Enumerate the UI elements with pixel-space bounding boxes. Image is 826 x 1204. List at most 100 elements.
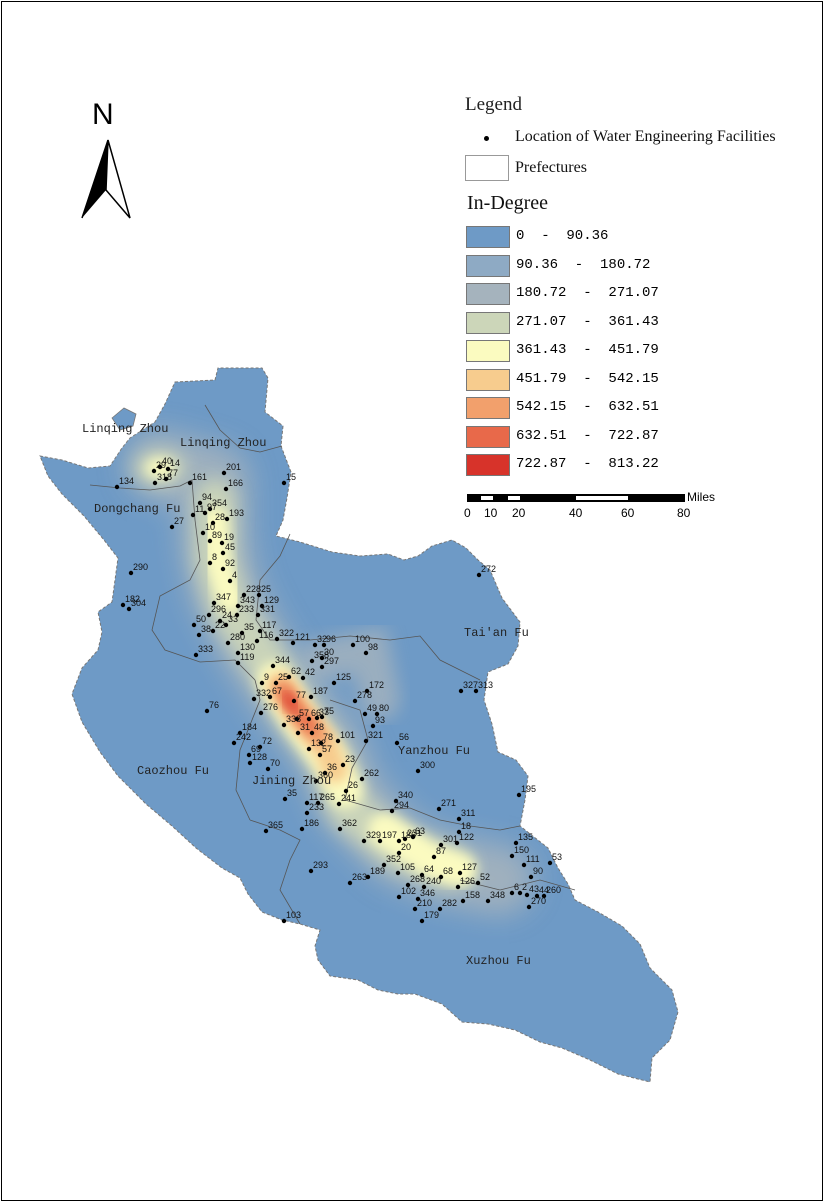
facility-label: 52 (480, 872, 490, 882)
facility-label: 362 (342, 818, 357, 828)
facility-point (206, 612, 212, 618)
facility-label: 130 (240, 642, 255, 652)
facility-dot-icon (484, 136, 489, 141)
facility-label: 14 (170, 458, 180, 468)
facility-label: 329 (366, 830, 381, 840)
facility-label: 300 (420, 760, 435, 770)
legend-prefecture-label: Prefectures (515, 159, 587, 176)
facility-label: 117 (262, 620, 276, 630)
facility-point (322, 770, 328, 776)
facility-label: 100 (355, 634, 370, 644)
facility-point (521, 862, 527, 868)
facility-label: 35 (244, 622, 254, 632)
facility-point (314, 715, 320, 721)
facility-label: 92 (225, 558, 235, 568)
facility-point (306, 746, 312, 752)
facility-label: 297 (324, 656, 339, 666)
facility-point (394, 740, 400, 746)
facility-label: 338 (286, 714, 301, 724)
facility-point (281, 722, 287, 728)
facility-point (321, 642, 327, 648)
pref-label-dongchang-fu: Dongchang Fu (94, 502, 181, 516)
facility-label: 301 (443, 834, 458, 844)
facility-label: 90 (533, 866, 543, 876)
pref-label-linqing-zhou-west: Linqing Zhou (82, 422, 169, 436)
facility-label: 25 (261, 584, 271, 594)
facility-point (312, 642, 318, 648)
facility-point (231, 740, 237, 746)
in-degree-title: In-Degree (467, 192, 549, 214)
facility-point (331, 680, 337, 686)
facility-point (393, 798, 399, 804)
facility-label: 69 (251, 744, 261, 754)
legend-point-label: Location of Water Engineering Facilities (515, 128, 776, 145)
legend-class-swatch (466, 368, 510, 391)
facility-point (343, 788, 349, 794)
facility-label: 78 (323, 732, 333, 742)
facility-label: 280 (230, 632, 245, 642)
facility-point (290, 640, 296, 646)
facility-point (389, 808, 395, 814)
facility-label: 278 (357, 690, 372, 700)
facility-point (165, 466, 171, 472)
prefecture-swatch-icon (465, 155, 509, 181)
facility-label: 87 (436, 846, 446, 856)
facility-point (207, 560, 213, 566)
facility-label: 102 (401, 886, 416, 896)
scale-tick-label: 20 (512, 506, 526, 520)
facility-label: 119 (240, 652, 254, 662)
facility-point (528, 874, 534, 880)
facility-point (300, 675, 306, 681)
facility-point (120, 602, 126, 608)
facility-label: 333 (198, 644, 213, 654)
facility-point (509, 853, 515, 859)
facility-label: 122 (459, 832, 474, 842)
facility-label: 231 (407, 828, 422, 838)
facility-label: 189 (370, 866, 385, 876)
facility-point (223, 486, 229, 492)
facility-label: 129 (264, 595, 279, 605)
facility-point (374, 711, 380, 717)
facility-label: 186 (304, 818, 319, 828)
legend-class-label: 542.15 - 632.51 (516, 399, 659, 415)
facility-point (207, 538, 213, 544)
facility-point (454, 840, 460, 846)
facility-point (377, 838, 383, 844)
facility-point (211, 600, 217, 606)
facility-point (308, 694, 314, 700)
facility-label: 48 (314, 722, 324, 732)
facility-label: 166 (228, 478, 243, 488)
facility-label: 93 (375, 715, 385, 725)
facility-point (359, 776, 365, 782)
legend-class-7: 632.51 - 722.87 (466, 425, 766, 448)
facility-label: 38 (201, 624, 211, 634)
facility-point (456, 816, 462, 822)
facility-point (128, 570, 134, 576)
facility-point (396, 894, 402, 900)
scale-tick-label: 0 (464, 506, 471, 520)
facility-label: 64 (424, 864, 434, 874)
facility-label: 126 (460, 876, 475, 886)
facility-label: 304 (131, 598, 146, 608)
facility-point (509, 890, 515, 896)
facility-label: 19 (224, 532, 234, 542)
facility-point (396, 838, 402, 844)
facility-point (437, 906, 443, 912)
facility-point (255, 612, 261, 618)
legend-class-label: 90.36 - 180.72 (516, 256, 651, 273)
facility-point (282, 796, 288, 802)
north-arrow-icon (81, 139, 131, 219)
facility-label: 179 (424, 910, 439, 920)
facility-point (235, 603, 241, 609)
facility-point (223, 622, 229, 628)
facility-label: 193 (229, 508, 244, 518)
facility-point (337, 826, 343, 832)
facility-label: 72 (262, 736, 272, 746)
facility-point (220, 550, 226, 556)
facility-label: 20 (401, 842, 411, 852)
facility-point (361, 838, 367, 844)
facility-point (362, 711, 368, 717)
facility-point (294, 716, 300, 722)
